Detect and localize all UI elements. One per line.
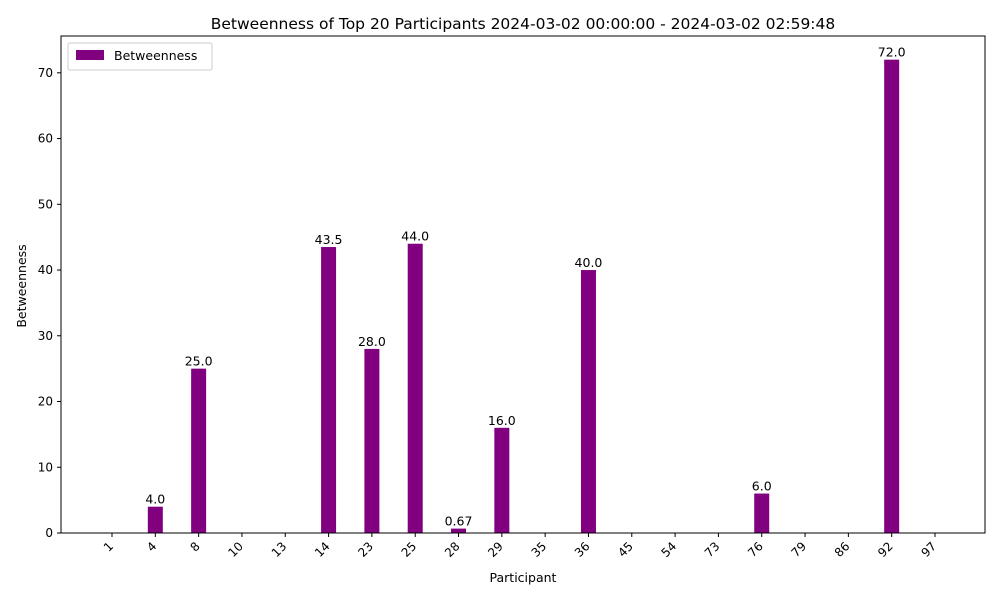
x-tick-label-76: 76: [745, 539, 766, 560]
x-tick-label-79: 79: [788, 539, 809, 560]
x-tick-label-45: 45: [615, 539, 636, 560]
bar-28: [451, 528, 467, 533]
data-label-25: 44.0: [401, 229, 429, 244]
bar-36: [580, 270, 596, 533]
x-tick-label-1: 1: [101, 539, 116, 554]
bar-14: [321, 247, 337, 533]
data-label-8: 25.0: [185, 354, 213, 369]
y-tick-label-70: 70: [38, 66, 53, 80]
x-tick-label-14: 14: [312, 539, 333, 560]
x-tick-label-29: 29: [485, 539, 506, 560]
x-tick-label-36: 36: [572, 539, 593, 560]
bar-92: [884, 59, 900, 534]
legend-swatch: [76, 50, 104, 60]
x-tick-label-13: 13: [269, 539, 290, 560]
x-tick-label-35: 35: [529, 539, 550, 560]
legend: Betweenness: [67, 42, 213, 71]
x-tick-label-97: 97: [918, 539, 939, 560]
x-tick-label-23: 23: [355, 539, 376, 560]
data-label-4: 4.0: [145, 492, 165, 507]
x-tick-label-28: 28: [442, 539, 463, 560]
bar-4: [147, 506, 163, 533]
legend-frame: [67, 42, 213, 71]
y-tick-label-50: 50: [38, 197, 53, 211]
y-tick-label-10: 10: [38, 460, 53, 474]
chart-title: Betweenness of Top 20 Participants 2024-…: [211, 15, 836, 33]
x-tick-label-25: 25: [399, 539, 420, 560]
data-label-29: 16.0: [488, 413, 516, 428]
data-label-28: 0.67: [445, 514, 473, 529]
x-tick-label-8: 8: [187, 539, 202, 554]
y-tick-label-60: 60: [38, 132, 53, 146]
y-axis-label: Betweenness: [14, 244, 29, 327]
x-tick-label-4: 4: [144, 539, 159, 554]
data-label-23: 28.0: [358, 334, 386, 349]
data-label-14: 43.5: [315, 232, 343, 247]
bar-76: [754, 493, 770, 533]
x-tick-label-73: 73: [702, 539, 723, 560]
x-tick-label-92: 92: [875, 539, 896, 560]
y-tick-label-40: 40: [38, 263, 53, 277]
data-label-76: 6.0: [752, 479, 772, 494]
legend-label: Betweenness: [114, 48, 197, 63]
bar-25: [407, 243, 423, 534]
y-tick-label-30: 30: [38, 329, 53, 343]
data-label-92: 72.0: [878, 45, 906, 60]
bar-8: [191, 368, 207, 533]
bar-23: [364, 348, 380, 533]
bar-29: [494, 427, 510, 533]
x-tick-label-86: 86: [832, 539, 853, 560]
plot-area: 4.0 25.0 43.5 28.0 44.0 0.67 16.0 40.0 6.0 72.0 0 1…: [38, 35, 986, 560]
y-tick-label-20: 20: [38, 395, 53, 409]
axes-frame: [60, 35, 986, 534]
x-axis-label: Participant: [490, 570, 557, 585]
x-tick-label-10: 10: [225, 539, 246, 560]
x-tick-label-54: 54: [659, 539, 680, 560]
data-label-36: 40.0: [575, 255, 603, 270]
y-tick-label-0: 0: [45, 526, 53, 540]
